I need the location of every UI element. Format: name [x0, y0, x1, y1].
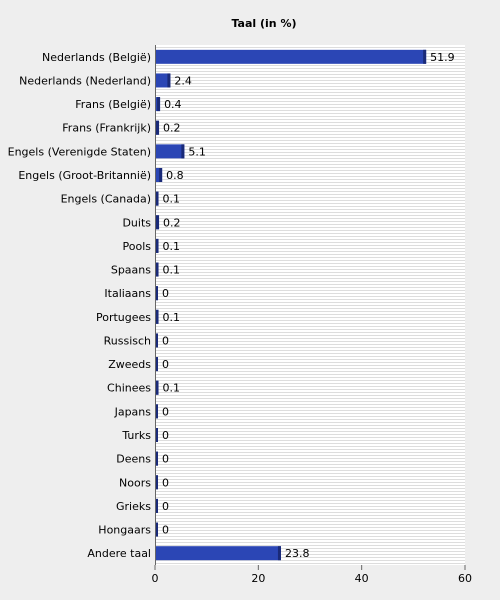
data-label: 0.1 — [163, 193, 181, 206]
data-label: 5.1 — [188, 145, 206, 158]
bar — [155, 49, 427, 64]
category-label: Pools — [123, 240, 152, 253]
category-label: Turks — [121, 429, 151, 442]
category-label: Deens — [116, 453, 151, 466]
x-tick-label: 20 — [251, 572, 265, 585]
category-label: Nederlands (Nederland) — [19, 74, 151, 87]
bar-edge — [155, 451, 158, 466]
x-tick-label: 60 — [458, 572, 472, 585]
category-label: Zweeds — [108, 358, 151, 371]
data-label: 2.4 — [174, 74, 192, 87]
data-label: 0.8 — [166, 169, 184, 182]
data-label: 23.8 — [285, 547, 310, 560]
bar-edge — [155, 522, 158, 537]
category-label: Andere taal — [87, 547, 151, 560]
category-label: Japans — [114, 405, 152, 418]
category-label: Duits — [122, 216, 151, 229]
category-label: Italiaans — [104, 287, 151, 300]
data-label: 0 — [162, 405, 169, 418]
bar-edge — [155, 428, 158, 442]
bar — [155, 546, 281, 561]
category-label: Hongaars — [98, 524, 151, 537]
bar-edge — [155, 191, 159, 206]
data-label: 0 — [162, 358, 169, 371]
data-label: 0.4 — [164, 98, 182, 111]
bar-edge — [167, 73, 171, 88]
data-label: 0.1 — [163, 382, 181, 395]
category-label: Frans (België) — [75, 98, 151, 111]
category-label: Spaans — [111, 264, 151, 277]
data-label: 0 — [162, 476, 169, 489]
category-label: Noors — [119, 476, 151, 489]
bar-edge — [423, 49, 427, 64]
bar-edge — [155, 238, 159, 253]
category-label: Grieks — [116, 500, 151, 513]
category-label: Engels (Canada) — [61, 193, 151, 206]
bar — [155, 168, 163, 182]
bar-edge — [155, 286, 158, 301]
category-label: Nederlands (België) — [42, 51, 151, 64]
bar-edge — [181, 144, 185, 159]
plot-area: Nederlands (België) 51.9 Nederlands (Neder… — [8, 45, 472, 585]
data-label: 51.9 — [430, 51, 455, 64]
bar-edge — [155, 333, 158, 348]
bar-edge — [155, 357, 158, 372]
data-label: 0.2 — [163, 122, 181, 135]
bar-edge — [155, 262, 159, 277]
data-label: 0 — [162, 453, 169, 466]
bar-edge — [157, 97, 161, 112]
category-label: Chinees — [107, 382, 151, 395]
category-label: Engels (Groot-Britannië) — [18, 169, 151, 182]
bar — [155, 73, 171, 88]
data-label: 0.2 — [163, 216, 181, 229]
category-label: Portugees — [96, 311, 151, 324]
bar-edge — [277, 546, 281, 561]
category-label: Russisch — [104, 334, 151, 347]
bar-edge — [156, 120, 160, 135]
bar-edge — [155, 475, 158, 490]
category-label: Frans (Frankrijk) — [62, 122, 151, 135]
data-label: 0 — [162, 500, 169, 513]
bar-edge — [155, 404, 158, 419]
data-label: 0 — [162, 334, 169, 347]
grid-lines — [155, 47, 465, 564]
bar-edge — [155, 498, 158, 513]
data-label: 0 — [162, 429, 169, 442]
category-label: Engels (Verenigde Staten) — [8, 145, 151, 158]
chart-title: Taal (in %) — [231, 17, 296, 30]
bar — [155, 144, 185, 159]
data-label: 0.1 — [163, 311, 181, 324]
data-label: 0.1 — [163, 264, 181, 277]
data-label: 0.1 — [163, 240, 181, 253]
bar-edge — [155, 309, 159, 324]
bar-edge — [155, 380, 159, 395]
data-label: 0 — [162, 524, 169, 537]
bar-edge — [156, 215, 160, 230]
x-tick-label: 0 — [152, 572, 159, 585]
x-tick-label: 40 — [355, 572, 369, 585]
data-label: 0 — [162, 287, 169, 300]
bar-edge — [159, 168, 163, 182]
